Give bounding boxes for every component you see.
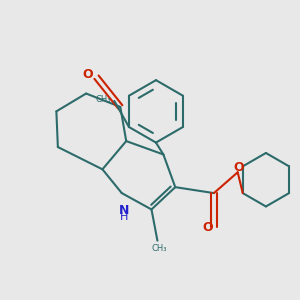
Text: O: O xyxy=(83,68,94,81)
Text: CH₃: CH₃ xyxy=(151,244,167,253)
Text: CH₃: CH₃ xyxy=(95,95,111,104)
Text: O: O xyxy=(234,161,244,174)
Text: H: H xyxy=(120,212,128,221)
Text: O: O xyxy=(202,221,213,234)
Text: N: N xyxy=(119,203,129,217)
